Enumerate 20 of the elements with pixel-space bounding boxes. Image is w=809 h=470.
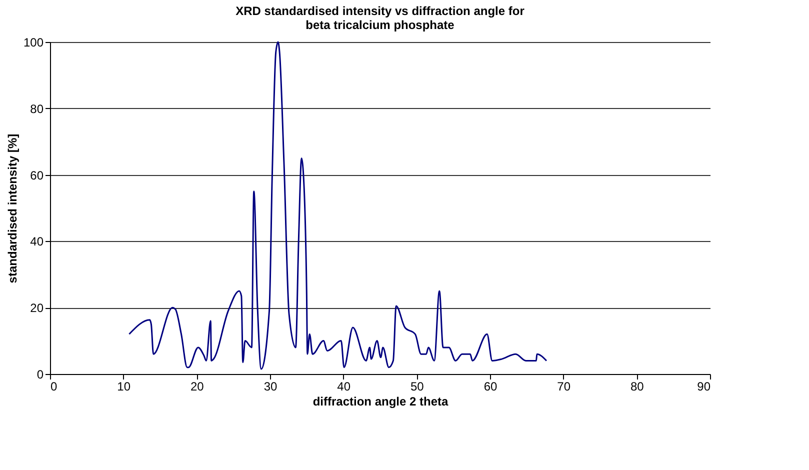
y-tick-label: 100: [23, 36, 44, 50]
x-tick-label: 20: [190, 380, 204, 394]
x-tick-label: 30: [264, 380, 278, 394]
y-tick-label: 80: [30, 102, 44, 116]
y-axis-title: standardised intensity [%]: [5, 134, 20, 284]
x-axis-title: diffraction angle 2 theta: [312, 394, 448, 408]
x-tick-label: 60: [484, 380, 498, 394]
x-tick-label: 0: [50, 380, 58, 394]
x-tick-label: 80: [630, 380, 644, 394]
line-series: [128, 41, 548, 370]
chart-title: XRD standardised intensity vs diffraction angle for beta tricalcium phosphate: [236, 4, 525, 32]
x-tick-label: 10: [117, 380, 131, 394]
y-tick-label: 40: [30, 234, 44, 249]
y-tick-label: 60: [30, 168, 44, 182]
x-tick-label: 70: [557, 380, 571, 394]
x-tick-label: 40: [337, 380, 351, 394]
x-tick-label: 90: [697, 380, 711, 394]
y-tick-label: 20: [30, 301, 44, 316]
x-tick-label: 50: [410, 380, 424, 394]
y-tick-label: 0: [36, 368, 44, 382]
